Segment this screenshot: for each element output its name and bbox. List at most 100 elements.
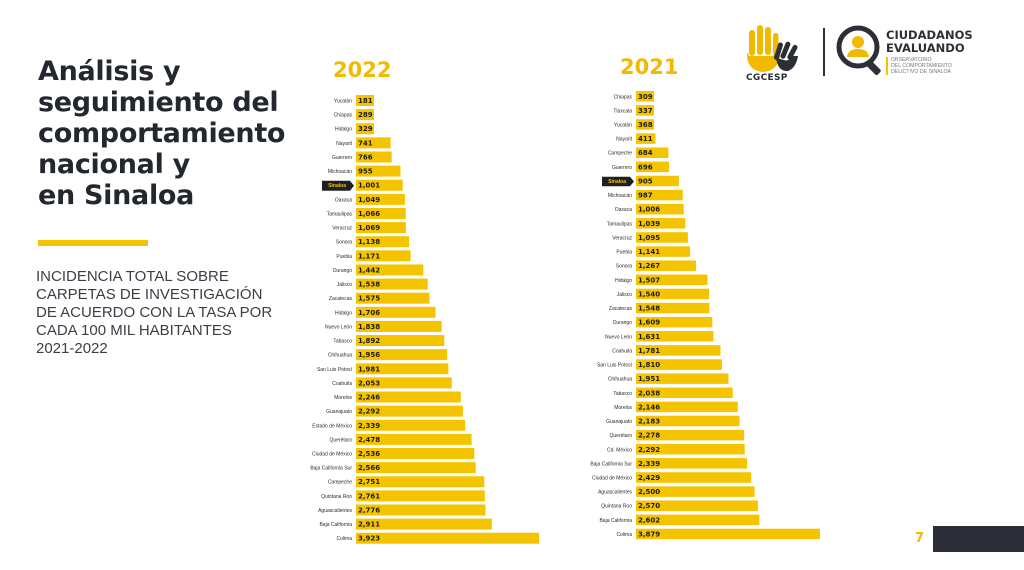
category-label: Baja California Sur xyxy=(310,466,352,472)
ce-logo-title: CIUDADANOS EVALUANDO xyxy=(886,29,973,55)
category-label: Sinaloa xyxy=(608,179,626,185)
bar xyxy=(636,302,710,314)
title-line: seguimiento del xyxy=(38,87,279,118)
category-label: Zacatecas xyxy=(609,306,633,312)
bar xyxy=(356,165,401,177)
category-label: Tabasco xyxy=(333,339,352,345)
value-label: 337 xyxy=(638,107,653,115)
category-label: Veracruz xyxy=(332,226,352,232)
category-label: Nuevo León xyxy=(605,334,632,340)
bar-chart-2022: Yucatán 181 Chiapas 289 Hidalgo 329 Nayarit 741… xyxy=(310,95,539,544)
subtitle: INCIDENCIA TOTAL SOBRE CARPETAS DE INVES… xyxy=(36,268,306,358)
value-label: 2,146 xyxy=(638,403,660,411)
bar xyxy=(636,274,708,286)
bar xyxy=(356,207,406,219)
bar xyxy=(356,391,461,403)
value-label: 1,141 xyxy=(638,248,660,256)
value-label: 2,602 xyxy=(638,516,660,524)
category-label: Durango xyxy=(333,268,352,274)
value-label: 2,339 xyxy=(358,422,380,430)
title-line: nacional y xyxy=(38,149,190,180)
bar xyxy=(356,320,442,332)
bar xyxy=(356,250,411,262)
bar xyxy=(636,119,654,130)
category-label: Puebla xyxy=(336,254,352,260)
bar xyxy=(356,151,392,163)
category-label: Chiapas xyxy=(334,113,353,119)
ce-title-line: CIUDADANOS xyxy=(886,28,973,42)
ce-sub-line: OBSERVATORIO xyxy=(891,57,932,63)
bar-chart-2021: Chiapas 309 Tlaxcala 337 Yucatán 368 Nayarit 41… xyxy=(590,91,820,540)
bar xyxy=(356,179,403,191)
value-label: 1,781 xyxy=(638,347,660,355)
subtitle-line: 2021-2022 xyxy=(36,340,108,357)
value-label: 2,478 xyxy=(358,436,380,444)
category-label: Jalisco xyxy=(337,282,353,288)
value-label: 1,706 xyxy=(358,309,380,317)
bar xyxy=(356,532,539,544)
bar xyxy=(636,486,755,497)
category-label: Durango xyxy=(613,320,632,326)
category-label: Colima xyxy=(336,536,352,542)
category-label: Chihuahua xyxy=(608,377,632,383)
value-label: 1,540 xyxy=(638,290,660,298)
category-label: Colima xyxy=(616,532,632,538)
category-label: Zacatecas xyxy=(329,296,353,302)
value-label: 741 xyxy=(358,139,373,147)
year-label-2021: 2021 xyxy=(620,55,679,79)
bar xyxy=(636,387,733,399)
value-label: 2,761 xyxy=(358,492,380,500)
ce-title-line: EVALUANDO xyxy=(886,41,965,55)
category-label: Morelos xyxy=(334,395,352,401)
category-label: Jalisco xyxy=(617,292,633,298)
magnifier-person-logo-icon xyxy=(836,25,881,75)
value-label: 1,548 xyxy=(638,305,660,313)
bar xyxy=(356,335,445,347)
value-label: 1,609 xyxy=(638,319,660,327)
category-label: Baja California xyxy=(319,522,352,528)
bar xyxy=(636,458,747,469)
subtitle-line: CARPETAS DE INVESTIGACIÓN xyxy=(36,286,263,303)
bar xyxy=(356,264,424,276)
category-label: Hidalgo xyxy=(335,127,352,133)
value-label: 1,049 xyxy=(358,196,380,204)
bar xyxy=(356,448,475,459)
category-label: Oaxaca xyxy=(615,207,632,213)
value-label: 1,956 xyxy=(358,351,380,359)
title-line: Análisis y xyxy=(38,56,181,87)
value-label: 1,507 xyxy=(638,276,660,284)
value-label: 1,575 xyxy=(358,295,380,303)
ce-sub-line: DELICTIVO DE SINALOA xyxy=(891,69,951,75)
bar xyxy=(636,203,684,215)
subtitle-line: INCIDENCIA TOTAL SOBRE xyxy=(36,268,229,285)
value-label: 289 xyxy=(358,111,373,119)
value-label: 1,171 xyxy=(358,252,380,260)
value-label: 2,053 xyxy=(358,379,380,387)
ce-logo-subtitle: OBSERVATORIO DEL COMPORTAMIENTO DELICTIV… xyxy=(886,57,952,75)
value-label: 2,911 xyxy=(358,521,380,529)
bar xyxy=(356,109,374,121)
value-label: 2,429 xyxy=(638,474,660,482)
value-label: 2,246 xyxy=(358,394,380,402)
bar xyxy=(636,288,709,300)
category-label: Sinaloa xyxy=(328,183,346,189)
category-label: Querétaro xyxy=(609,433,632,439)
value-label: 181 xyxy=(358,97,373,105)
page-number: 7 xyxy=(915,531,925,546)
category-label: Hidalgo xyxy=(335,310,352,316)
category-label: Baja California xyxy=(599,518,632,524)
category-label: Tabasco xyxy=(613,391,632,397)
value-label: 1,095 xyxy=(638,234,660,242)
value-label: 987 xyxy=(638,192,653,200)
category-label: Morelos xyxy=(614,405,632,411)
bar xyxy=(356,236,410,248)
value-label: 368 xyxy=(638,121,653,129)
bar xyxy=(356,518,492,530)
title-underline xyxy=(38,240,148,246)
value-label: 1,538 xyxy=(358,281,380,289)
value-label: 2,183 xyxy=(638,418,660,426)
category-label: Chihuahua xyxy=(328,353,352,359)
bar xyxy=(636,260,697,271)
category-label: Guerrero xyxy=(332,155,352,161)
bar xyxy=(636,147,669,158)
